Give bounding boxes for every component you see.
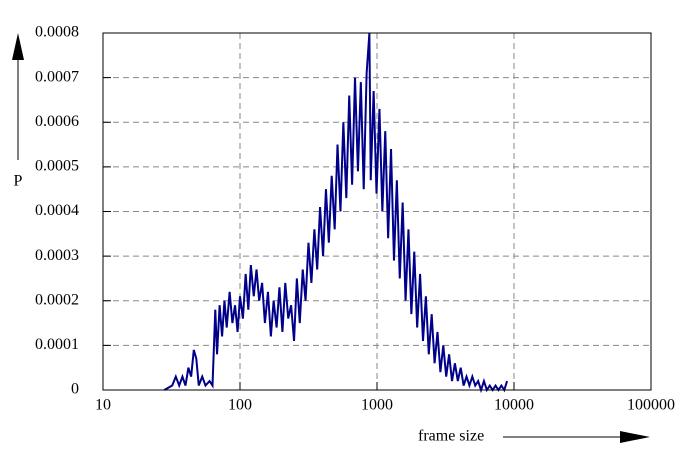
x-tick-label: 10 bbox=[95, 397, 111, 414]
y-tick-label: 0.0003 bbox=[35, 247, 79, 264]
plot-frame bbox=[102, 32, 652, 391]
y-tick-label: 0.0008 bbox=[35, 24, 79, 41]
x-tick-label: 10000 bbox=[494, 397, 534, 414]
y-tick-label: 0.0004 bbox=[35, 202, 79, 219]
y-arrowhead bbox=[12, 33, 24, 60]
y-tick-label: 0.0005 bbox=[35, 158, 79, 175]
x-tick-label: 100 bbox=[228, 397, 252, 414]
y-tick-label: 0 bbox=[71, 381, 79, 398]
y-tick-label: 0.0002 bbox=[35, 291, 79, 308]
y-tick-label: 0.0007 bbox=[35, 68, 79, 85]
x-arrowhead bbox=[620, 431, 650, 443]
y-tick-label: 0.0001 bbox=[35, 336, 79, 353]
x-tick-label: 100000 bbox=[627, 397, 675, 414]
x-axis-label: frame size bbox=[418, 428, 484, 445]
y-tick-label: 0.0006 bbox=[35, 113, 79, 130]
x-tick-label: 1000 bbox=[361, 397, 393, 414]
data-line bbox=[163, 32, 509, 394]
y-axis-label: P bbox=[14, 173, 23, 190]
